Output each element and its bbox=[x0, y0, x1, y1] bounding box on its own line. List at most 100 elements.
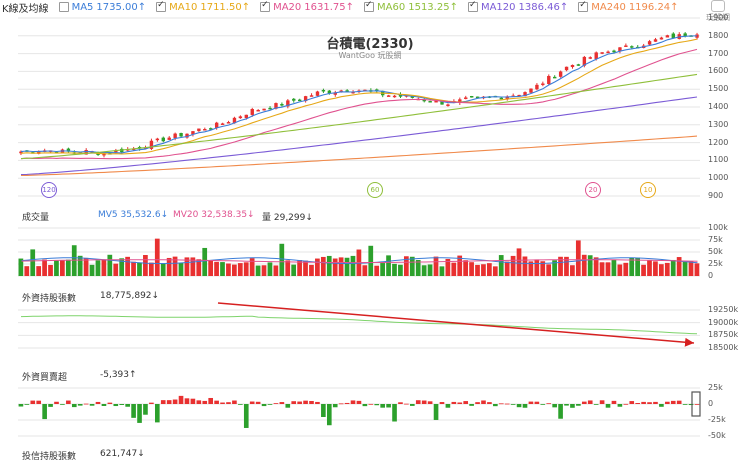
volume-bar bbox=[202, 247, 208, 276]
candle-body bbox=[564, 66, 569, 71]
legend-checkbox[interactable] bbox=[260, 0, 271, 12]
net-bar bbox=[510, 404, 516, 405]
net-bar bbox=[220, 402, 225, 404]
candle-body bbox=[286, 100, 290, 107]
trend-arrow bbox=[217, 302, 695, 347]
legend-item-3[interactable]: MA20 1631.75↑ bbox=[260, 0, 355, 13]
net-bar bbox=[344, 402, 350, 404]
legend-checkbox[interactable] bbox=[364, 0, 375, 12]
net-bar bbox=[665, 401, 670, 404]
ma-marker[interactable]: 60 bbox=[367, 182, 383, 198]
net-bar bbox=[36, 400, 42, 404]
candle-body bbox=[570, 64, 575, 68]
candle-body bbox=[84, 150, 88, 155]
volume-value: 量 29,299↓ bbox=[262, 213, 313, 223]
volume-bar bbox=[635, 257, 640, 276]
legend-item-2[interactable]: MA10 1711.50↑ bbox=[156, 0, 251, 13]
volume-bar bbox=[350, 255, 356, 276]
volume-bar bbox=[593, 257, 599, 276]
volume-bar bbox=[36, 266, 42, 276]
legend-checkbox[interactable] bbox=[467, 0, 478, 12]
net-bar bbox=[172, 399, 178, 404]
net-bar bbox=[380, 404, 385, 408]
volume-bar bbox=[60, 260, 65, 276]
net-bar bbox=[487, 402, 492, 404]
legend-checkbox[interactable] bbox=[156, 0, 167, 12]
ma-marker[interactable]: 120 bbox=[41, 182, 57, 198]
net-bar bbox=[196, 400, 202, 404]
axis-tick-label: 1800 bbox=[708, 30, 729, 40]
legend-item-1[interactable]: MA5 1735.00↑ bbox=[58, 2, 146, 13]
volume-bar bbox=[481, 264, 486, 276]
axis-tick-label: 1400 bbox=[708, 102, 729, 111]
net-bar bbox=[208, 397, 214, 404]
volume-bar bbox=[226, 263, 231, 276]
candle-body bbox=[523, 92, 527, 97]
legend-items: K線及均線 MA5 1735.00↑ MA10 1711.50↑ MA20 1631.… bbox=[2, 0, 679, 15]
candle-body bbox=[464, 97, 468, 99]
net-bar bbox=[587, 400, 593, 404]
net-bar bbox=[356, 400, 362, 404]
legend-item-0[interactable]: K線及均線 bbox=[2, 0, 49, 15]
net-bar bbox=[143, 404, 148, 415]
legend-bar: K線及均線 MA5 1735.00↑ MA10 1711.50↑ MA20 1631.… bbox=[2, 0, 682, 15]
ma5-line bbox=[20, 35, 698, 154]
ma-marker[interactable]: 20 bbox=[585, 182, 601, 198]
mv5-line bbox=[21, 257, 698, 264]
legend-item-5[interactable]: MA120 1386.46↑ bbox=[467, 0, 568, 13]
net-bar bbox=[445, 404, 451, 408]
volume-bar bbox=[184, 257, 190, 276]
candle-body bbox=[410, 96, 415, 98]
legend-checkbox[interactable] bbox=[578, 0, 589, 12]
legend-item-6[interactable]: MA240 1196.24↑ bbox=[578, 0, 679, 13]
ma-marker[interactable]: 10 bbox=[640, 182, 656, 198]
candle-body bbox=[505, 96, 509, 100]
candle-body bbox=[250, 109, 254, 115]
volume-bar bbox=[398, 264, 403, 276]
net-bar bbox=[350, 400, 356, 404]
candle-body bbox=[167, 137, 171, 140]
net-bar bbox=[617, 404, 623, 407]
volume-bar bbox=[291, 264, 297, 276]
foreign-holding-label: 外資持股張數 bbox=[22, 294, 77, 304]
volume-bar bbox=[24, 266, 30, 276]
net-bar bbox=[540, 404, 546, 405]
net-bar bbox=[107, 402, 113, 404]
candle-body bbox=[535, 84, 539, 90]
net-bar bbox=[83, 403, 89, 405]
net-bar bbox=[338, 403, 344, 405]
candle-body bbox=[588, 57, 592, 59]
volume-bar bbox=[48, 264, 53, 276]
candle-body bbox=[327, 90, 332, 94]
legend-value: 1711.50↑ bbox=[200, 1, 251, 13]
ma-markers: 120 60 20 10 bbox=[0, 182, 700, 202]
net-bar bbox=[71, 404, 77, 408]
net-bar bbox=[137, 404, 142, 423]
volume-bar bbox=[374, 265, 380, 276]
candle-body bbox=[256, 109, 260, 112]
net-bar bbox=[647, 402, 652, 404]
volume-bar bbox=[18, 258, 24, 276]
volume-bar bbox=[599, 262, 605, 276]
net-bar bbox=[475, 402, 480, 404]
net-bar bbox=[599, 400, 605, 404]
candle-body bbox=[114, 150, 118, 153]
volume-bar bbox=[273, 265, 279, 276]
legend-item-4[interactable]: MA60 1513.25↑ bbox=[364, 0, 458, 13]
net-bar bbox=[362, 404, 368, 407]
candle-body bbox=[238, 116, 243, 119]
candle-body bbox=[558, 71, 563, 77]
net-bar bbox=[516, 404, 522, 408]
volume-bar bbox=[332, 258, 338, 276]
volume-bar bbox=[421, 265, 427, 276]
net-bar bbox=[113, 404, 119, 407]
legend-checkbox[interactable] bbox=[58, 2, 69, 12]
volume-bar bbox=[220, 262, 225, 276]
ma10-line bbox=[20, 38, 698, 155]
candle-body bbox=[262, 108, 266, 111]
candle-body bbox=[102, 153, 106, 156]
legend-label: MA60 bbox=[377, 1, 406, 13]
legend-value: 1631.75↑ bbox=[304, 1, 355, 13]
candle-body bbox=[434, 100, 438, 103]
volume-bar bbox=[30, 249, 36, 276]
